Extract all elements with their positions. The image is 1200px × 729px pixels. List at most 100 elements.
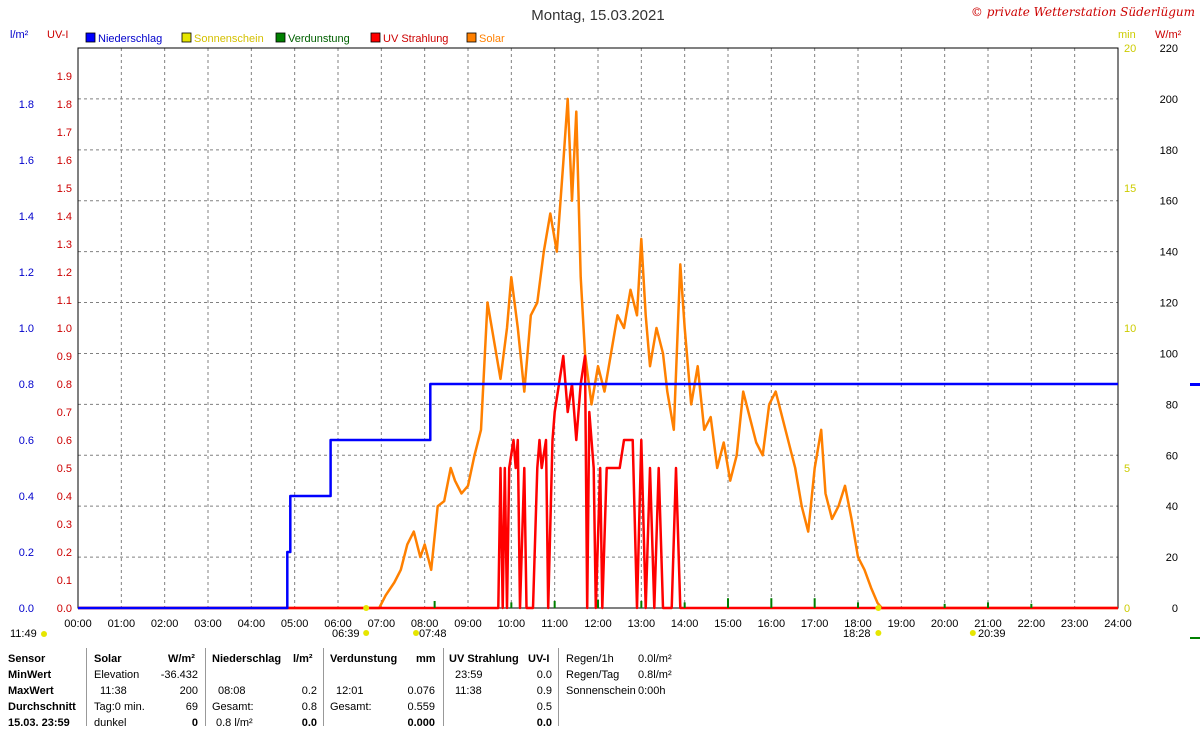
uv-cell: 11:38 [455, 685, 482, 697]
x-tick-label: 11:00 [541, 618, 568, 630]
y-tick-rain: 0.8 [19, 379, 34, 391]
sun-marker [875, 605, 882, 611]
sun-marker [969, 630, 976, 636]
uv-value: 0.5 [536, 701, 552, 713]
solar-header: Solar [94, 653, 122, 665]
solar-value: 0 [191, 717, 198, 729]
uv-value: 0.0 [536, 669, 552, 681]
marker-night: 20:39 [978, 628, 1006, 640]
y-tick-solar: 200 [1160, 94, 1178, 106]
y-tick-solar: 40 [1166, 501, 1178, 513]
y-tick-solar: 120 [1160, 298, 1178, 310]
legend-swatch [181, 32, 192, 43]
y-tick-rain: 0.4 [19, 491, 34, 503]
evap-value: 0.076 [407, 685, 435, 697]
y-tick-uv: 1.2 [57, 267, 72, 279]
y-tick-solar: 60 [1166, 450, 1178, 462]
uv-value: 0.0 [536, 717, 552, 729]
evap-unit: mm [416, 653, 436, 665]
y-tick-uv: 1.8 [57, 99, 72, 111]
stats-table: Sensor MinWert MaxWert Durchschnitt 15.0… [0, 648, 1200, 729]
y-tick-uv: 0.5 [57, 463, 72, 475]
marker-sunset: 18:28 [843, 628, 871, 640]
y-tick-solar: 220 [1160, 43, 1178, 55]
rain-value: 0.8 [301, 701, 317, 713]
x-tick-label: 03:00 [194, 618, 222, 630]
x-tick-label: 22:00 [1018, 618, 1046, 630]
sun-marker [363, 605, 370, 611]
table-divider [558, 648, 559, 726]
evap-value: 0.000 [407, 717, 435, 729]
x-tick-label: 10:00 [498, 618, 526, 630]
solar-value: 200 [179, 685, 198, 697]
summary-label: Regen/1h [566, 653, 614, 665]
x-tick-label: 12:00 [584, 618, 612, 630]
y-tick-uv: 0.4 [57, 491, 72, 503]
rain-unit: l/m² [293, 653, 313, 665]
x-tick-label: 04:00 [238, 618, 266, 630]
y-tick-min: 15 [1124, 183, 1136, 195]
x-tick-label: 09:00 [454, 618, 482, 630]
rain-cell: 08:08 [218, 685, 246, 697]
y-tick-uv: 1.0 [57, 323, 72, 335]
y-tick-solar: 20 [1166, 552, 1178, 564]
rain-value: 0.2 [301, 685, 317, 697]
solar-cell: Elevation [94, 669, 140, 681]
chart-series [78, 97, 1118, 610]
y-tick-uv: 0.3 [57, 519, 72, 531]
y-tick-uv: 0.9 [57, 351, 72, 363]
y-tick-uv: 0.1 [57, 575, 72, 587]
legend-swatch [85, 32, 96, 43]
y-tick-rain: 1.8 [19, 99, 34, 111]
unit-min: min [1118, 29, 1136, 41]
y-tick-solar: 80 [1166, 399, 1178, 411]
marker-left-time: 11:49 [10, 628, 37, 640]
y-tick-uv: 1.6 [57, 155, 72, 167]
series-rain-line [78, 382, 1118, 610]
table-divider [205, 648, 206, 726]
legend-label: Verdunstung [288, 33, 350, 45]
y-tick-rain: 1.4 [19, 211, 34, 223]
x-tick-label: 14:00 [671, 618, 699, 630]
evap-value: 0.559 [407, 701, 435, 713]
x-tick-label: 15:00 [714, 618, 742, 630]
evap-cell: 12:01 [336, 685, 364, 697]
rain-header: Niederschlag [212, 653, 282, 665]
y-tick-rain: 1.6 [19, 155, 34, 167]
summary-value: 0.0l/m² [638, 653, 672, 665]
y-tick-solar: 0 [1172, 603, 1178, 615]
rain-cell: 0.8 l/m² [216, 717, 253, 729]
y-tick-rain: 0.6 [19, 435, 34, 447]
legend-label: Solar [479, 33, 505, 45]
uv-value: 0.9 [536, 685, 552, 697]
y-tick-rain: 1.0 [19, 323, 34, 335]
x-tick-label: 19:00 [888, 618, 916, 630]
sun-marker [41, 631, 47, 637]
legend-swatch [370, 32, 381, 43]
rain-value: 0.0 [301, 717, 317, 729]
sun-marker [363, 630, 370, 636]
x-tick-label: 02:00 [151, 618, 179, 630]
solar-cell: dunkel [94, 717, 127, 729]
table-divider [86, 648, 87, 726]
unit-rain: l/m² [10, 29, 29, 41]
series-solar-line [78, 97, 1118, 610]
sensor-row-label: Durchschnitt [8, 701, 76, 713]
table-divider [323, 648, 324, 726]
x-tick-label: 20:00 [931, 618, 959, 630]
y-tick-rain: 0.0 [19, 603, 34, 615]
x-tick-label: 01:00 [108, 618, 136, 630]
y-tick-solar: 140 [1160, 247, 1178, 259]
y-tick-min: 10 [1124, 323, 1136, 335]
y-tick-uv: 1.9 [57, 71, 72, 83]
evap-header: Verdunstung [330, 653, 398, 665]
chart-title: Montag, 15.03.2021 [531, 7, 664, 24]
sensor-row-label: 15.03. 23:59 [8, 717, 70, 729]
y-tick-uv: 0.8 [57, 379, 72, 391]
x-tick-label: 13:00 [628, 618, 656, 630]
legend-swatch [275, 32, 286, 43]
solar-value: 69 [185, 701, 198, 713]
sensor-row-label: MaxWert [8, 685, 54, 697]
uv-unit: UV-I [528, 653, 550, 665]
x-tick-label: 23:00 [1061, 618, 1089, 630]
